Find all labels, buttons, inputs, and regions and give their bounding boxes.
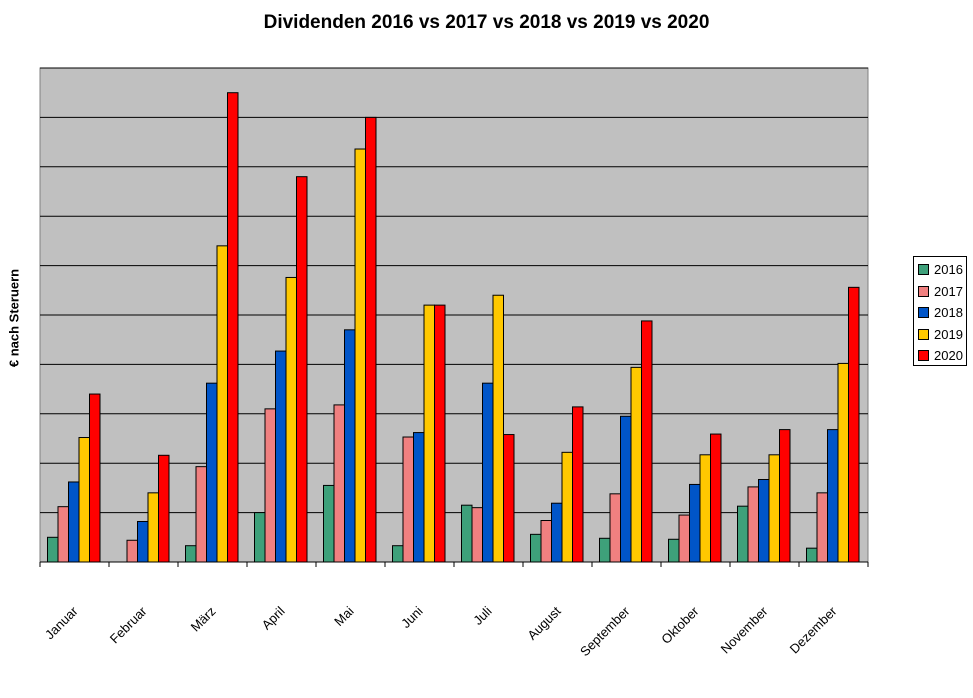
bar-2019-Dezember <box>837 362 849 563</box>
bar-2019-Juni <box>423 304 435 563</box>
legend-item-2016: 2016 <box>918 259 966 281</box>
x-tick-label-Januar: Januar <box>42 603 81 642</box>
bar-2019-Februar <box>147 492 159 563</box>
bar-2016-Dezember <box>806 547 818 563</box>
x-tick-labels: Januar Februar März April Mai Juni Juli August S… <box>42 603 840 659</box>
x-tick-label-August: August <box>524 603 563 642</box>
bar-2017-Juli <box>471 507 483 563</box>
bar-2017-November <box>747 486 759 563</box>
bar-2020-Oktober <box>710 433 722 563</box>
legend-label: 2018 <box>934 305 963 321</box>
legend-item-2020: 2020 <box>918 345 966 367</box>
legend-item-2017: 2017 <box>918 281 966 303</box>
legend: 2016 2017 2018 2019 2020 <box>913 256 967 366</box>
bar-2018-Februar <box>137 520 149 563</box>
bar-2018-Juli <box>482 382 494 563</box>
legend-swatch <box>918 307 929 319</box>
bar-2016-April <box>254 512 266 563</box>
bar-2020-April <box>296 176 308 563</box>
bar-2017-Dezember <box>816 492 828 563</box>
bar-2020-August <box>572 406 584 563</box>
bar-2019-Oktober <box>699 454 711 563</box>
x-tick-label-November: November <box>718 603 771 656</box>
bar-2016-Oktober <box>668 538 680 563</box>
legend-item-2018: 2018 <box>918 302 966 324</box>
bar-2017-Januar <box>57 506 69 563</box>
x-tick-label-Juni: Juni <box>398 603 426 631</box>
bar-2018-April <box>275 350 287 563</box>
bar-2019-September <box>630 366 642 563</box>
axes <box>39 561 869 567</box>
bar-2016-Januar <box>47 536 59 563</box>
bar-2016-November <box>737 505 749 563</box>
bar-2019-August <box>561 451 573 563</box>
bar-2016-August <box>530 533 542 563</box>
legend-swatch <box>918 285 929 297</box>
bar-2017-April <box>264 408 276 563</box>
bar-2016-März <box>185 545 197 563</box>
legend-label: 2017 <box>934 283 963 299</box>
x-tick-label-Juli: Juli <box>470 603 494 627</box>
bar-2019-Januar <box>78 437 90 563</box>
bar-2018-Mai <box>344 329 356 563</box>
bar-2018-August <box>551 502 563 563</box>
x-tick-label-März: März <box>188 604 219 635</box>
bar-2018-September <box>620 415 632 563</box>
bars <box>47 92 860 563</box>
x-tick-label-Dezember: Dezember <box>787 603 840 656</box>
bar-2020-Januar <box>89 393 101 563</box>
legend-swatch <box>918 350 929 362</box>
legend-label: 2019 <box>934 326 963 342</box>
bar-2017-Oktober <box>678 514 690 563</box>
x-tick-label-September: September <box>577 603 633 659</box>
bar-2016-September <box>599 537 611 563</box>
bar-2020-Juli <box>503 434 515 563</box>
bar-2018-Januar <box>68 481 80 563</box>
bar-2016-Mai <box>323 484 335 563</box>
legend-label: 2020 <box>934 348 963 364</box>
bar-2017-März <box>195 466 207 563</box>
bar-2019-Juli <box>492 294 504 563</box>
bar-2019-Mai <box>354 148 366 563</box>
bar-2019-April <box>285 276 297 563</box>
bar-2017-Mai <box>333 404 345 563</box>
bar-2020-März <box>227 92 239 563</box>
x-tick-label-Mai: Mai <box>331 603 356 628</box>
bar-2018-Dezember <box>827 429 839 563</box>
bar-2019-März <box>216 245 228 563</box>
bar-2018-November <box>758 479 770 563</box>
bar-2016-Juli <box>461 504 473 563</box>
bar-2020-Februar <box>158 454 170 563</box>
bar-2020-Dezember <box>848 286 860 563</box>
bar-2017-August <box>540 520 552 563</box>
x-tick-label-April: April <box>259 603 288 632</box>
bar-2018-März <box>206 382 218 563</box>
legend-swatch <box>918 264 929 276</box>
chart-title: Dividenden 2016 vs 2017 vs 2018 vs 2019 … <box>263 12 710 33</box>
legend-item-2019: 2019 <box>918 324 966 346</box>
x-tick-label-Februar: Februar <box>107 603 150 646</box>
x-tick-label-Oktober: Oktober <box>658 603 702 647</box>
bar-2019-November <box>768 454 780 563</box>
bar-2020-Mai <box>365 116 377 563</box>
bar-2020-November <box>779 429 791 563</box>
bar-2016-Juni <box>392 545 404 563</box>
bar-2017-September <box>609 493 621 563</box>
bar-2017-Februar <box>126 539 138 563</box>
gridlines <box>40 67 868 514</box>
bar-2020-September <box>641 320 653 563</box>
bar-2018-Juni <box>413 432 425 563</box>
bar-2020-Juni <box>434 304 446 563</box>
legend-label: 2016 <box>934 262 963 278</box>
bar-2017-Juni <box>402 436 414 563</box>
bar-2018-Oktober <box>689 483 701 563</box>
legend-swatch <box>918 328 929 340</box>
